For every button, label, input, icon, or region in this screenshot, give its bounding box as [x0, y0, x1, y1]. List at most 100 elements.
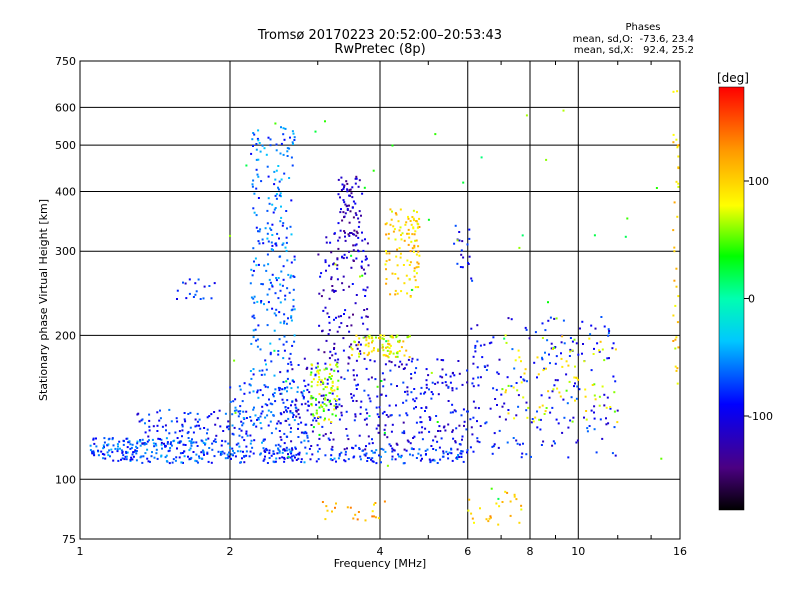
data-point [449, 375, 452, 378]
data-point [324, 362, 327, 365]
data-point [106, 451, 109, 454]
data-point [477, 384, 480, 387]
data-point [202, 452, 205, 455]
data-point [291, 455, 293, 458]
data-point [402, 421, 405, 424]
data-point [345, 428, 348, 430]
data-point [207, 437, 210, 440]
data-point [255, 339, 258, 342]
data-point [337, 178, 340, 181]
data-point [307, 440, 310, 443]
data-point [417, 250, 420, 253]
data-point [358, 337, 361, 340]
data-point [589, 333, 592, 336]
data-point [231, 432, 234, 435]
data-point [323, 419, 326, 422]
data-point [435, 449, 437, 452]
data-point [277, 447, 279, 450]
data-point [285, 435, 288, 438]
data-point [279, 321, 282, 324]
data-point [543, 413, 546, 415]
data-point [601, 348, 604, 351]
data-point [414, 279, 417, 282]
data-point [171, 461, 174, 464]
data-point [558, 391, 561, 394]
data-point [383, 431, 386, 434]
data-point [362, 336, 365, 339]
data-point [320, 295, 323, 298]
data-point [249, 416, 252, 418]
data-point [504, 391, 507, 394]
data-point [407, 232, 410, 235]
data-point [507, 409, 510, 411]
data-point [373, 347, 375, 350]
data-point [442, 359, 445, 362]
data-point [157, 437, 160, 440]
data-point [200, 451, 203, 454]
data-point [271, 203, 274, 206]
data-point [453, 374, 456, 377]
data-point [328, 321, 331, 324]
data-point [198, 424, 200, 427]
data-point [388, 404, 391, 407]
data-point [462, 460, 465, 463]
y-tick-label: 500 [55, 139, 76, 152]
data-point [521, 234, 524, 237]
data-point [484, 422, 487, 425]
data-point [187, 413, 190, 415]
data-point [255, 143, 258, 145]
data-point [400, 238, 403, 241]
data-point [189, 447, 192, 450]
data-point [267, 386, 269, 389]
data-point [316, 412, 318, 415]
data-point [471, 517, 474, 520]
data-point [163, 442, 165, 445]
data-point [350, 232, 353, 234]
data-point [472, 400, 475, 403]
data-point [148, 425, 151, 428]
data-point [612, 375, 615, 378]
data-point [370, 458, 372, 461]
data-point [361, 192, 364, 195]
data-point [389, 335, 392, 338]
data-point [158, 419, 161, 422]
data-point [456, 458, 459, 460]
data-point [406, 232, 409, 235]
data-point [251, 185, 254, 188]
data-point [245, 450, 248, 453]
data-point [230, 453, 233, 456]
data-point [364, 295, 367, 297]
data-point [281, 243, 284, 246]
data-point [283, 388, 286, 391]
data-point [528, 337, 531, 340]
data-point [425, 368, 428, 371]
data-point [330, 388, 332, 391]
data-point [116, 443, 119, 446]
data-point [399, 360, 402, 363]
data-point [562, 398, 565, 401]
data-point [292, 143, 294, 145]
data-point [331, 459, 334, 462]
data-point [263, 303, 265, 306]
data-point [361, 260, 363, 263]
data-point [265, 449, 268, 452]
data-point [333, 408, 336, 411]
data-point [512, 386, 515, 389]
data-point [277, 448, 280, 451]
data-point [174, 431, 177, 434]
data-point [219, 425, 222, 428]
data-point [325, 269, 327, 272]
data-point [525, 409, 528, 412]
data-point [364, 272, 367, 275]
data-point [104, 457, 107, 460]
data-point [148, 419, 151, 422]
data-point [278, 389, 281, 392]
data-point [211, 448, 214, 451]
data-point [358, 447, 361, 449]
data-point [487, 520, 490, 523]
data-point [329, 458, 332, 460]
data-point [547, 390, 550, 393]
data-point [676, 215, 679, 218]
data-point [412, 227, 415, 230]
data-point [271, 307, 274, 310]
